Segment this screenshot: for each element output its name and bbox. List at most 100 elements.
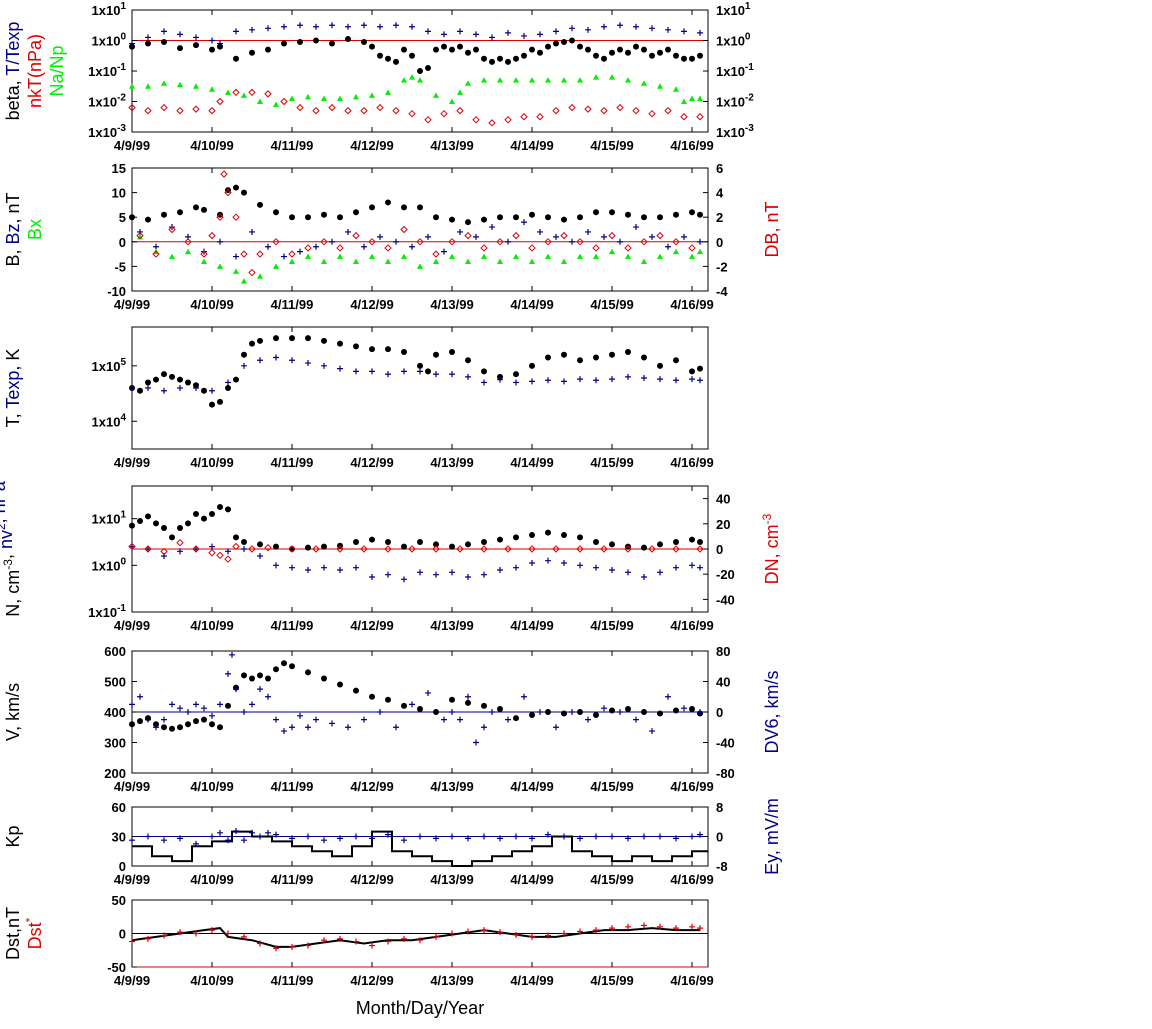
data-point [353, 938, 359, 945]
data-point [192, 105, 200, 113]
data-point [593, 712, 599, 719]
data-point [289, 546, 295, 552]
data-point [336, 545, 344, 553]
data-point [425, 28, 431, 35]
data-point [577, 562, 583, 569]
data-point [520, 113, 528, 121]
data-point [433, 92, 439, 98]
data-point [529, 77, 535, 83]
data-point [697, 377, 703, 384]
x-tick-label: 4/9/99 [114, 618, 150, 633]
data-point [497, 567, 503, 573]
data-point [385, 571, 391, 578]
data-point [145, 513, 151, 520]
data-point [513, 371, 519, 378]
data-point [281, 40, 287, 47]
data-point [273, 945, 279, 952]
data-point [697, 238, 703, 245]
x-tick-label: 4/13/99 [430, 138, 473, 153]
data-point [305, 544, 311, 551]
data-point [208, 231, 216, 240]
data-point [249, 675, 255, 682]
data-point [288, 545, 296, 553]
data-point [465, 357, 471, 364]
data-point [576, 238, 584, 246]
data-point [161, 211, 167, 218]
data-point [649, 25, 655, 32]
x-tick-label: 4/15/99 [590, 872, 633, 887]
data-point [641, 214, 647, 221]
data-point [472, 116, 480, 124]
data-point [689, 209, 695, 216]
data-point [265, 675, 271, 682]
data-point [577, 77, 583, 83]
data-point [360, 106, 368, 115]
data-point [449, 46, 455, 53]
x-tick-label: 4/12/99 [350, 297, 393, 312]
data-point [392, 106, 400, 115]
data-point [312, 106, 320, 115]
data-point [528, 545, 536, 553]
data-point [689, 562, 695, 569]
data-point [625, 77, 631, 83]
data-point [401, 935, 407, 942]
data-point [361, 716, 367, 723]
data-point [665, 693, 671, 700]
data-point [433, 258, 439, 264]
data-point [272, 238, 280, 246]
data-point [585, 716, 591, 723]
x-tick-label: 4/10/99 [190, 455, 233, 470]
y-tick-label: 1x10-1 [88, 62, 126, 79]
data-point [385, 55, 391, 62]
data-point [456, 106, 464, 115]
data-point [465, 80, 471, 86]
data-point [337, 214, 343, 221]
data-point [529, 362, 535, 369]
data-point [577, 357, 583, 364]
data-point [689, 253, 695, 260]
data-point [313, 23, 319, 30]
data-point [601, 55, 607, 62]
x-tick-label: 4/14/99 [510, 973, 553, 988]
plot-frame [131, 326, 709, 450]
x-axis-title: Month/Day/Year [355, 998, 485, 1018]
data-point [129, 721, 135, 728]
data-point [313, 716, 319, 723]
data-point [633, 716, 639, 723]
data-point [145, 40, 151, 47]
x-tick-label: 4/11/99 [271, 138, 314, 153]
x-tick-label: 4/9/99 [114, 779, 150, 794]
data-point [673, 52, 679, 59]
data-point [624, 244, 632, 252]
data-point [529, 378, 535, 385]
data-point [633, 43, 639, 50]
data-point [489, 34, 495, 41]
data-point [353, 833, 359, 840]
data-point [353, 564, 359, 571]
data-point [441, 716, 447, 723]
data-point [504, 116, 512, 124]
data-point [257, 940, 263, 947]
data-point [225, 837, 231, 844]
y-tick-label: 1x10-3 [88, 123, 126, 140]
data-point [481, 216, 487, 223]
data-point [625, 49, 631, 56]
data-point [424, 116, 432, 124]
data-point [321, 337, 327, 344]
y-tick-label: 1x101 [92, 510, 127, 527]
data-point [217, 504, 223, 510]
data-point [689, 95, 695, 101]
data-point [641, 46, 647, 53]
data-point [193, 385, 199, 391]
data-point [465, 928, 471, 935]
data-point [297, 248, 303, 255]
data-point [609, 351, 615, 358]
data-point [216, 551, 224, 560]
data-point [281, 728, 287, 735]
data-point [617, 709, 623, 715]
x-tick-label: 4/12/99 [350, 618, 393, 633]
data-point [177, 705, 183, 712]
data-point [617, 238, 623, 245]
y-tick-label: -2 [716, 259, 728, 274]
data-point [545, 709, 551, 715]
